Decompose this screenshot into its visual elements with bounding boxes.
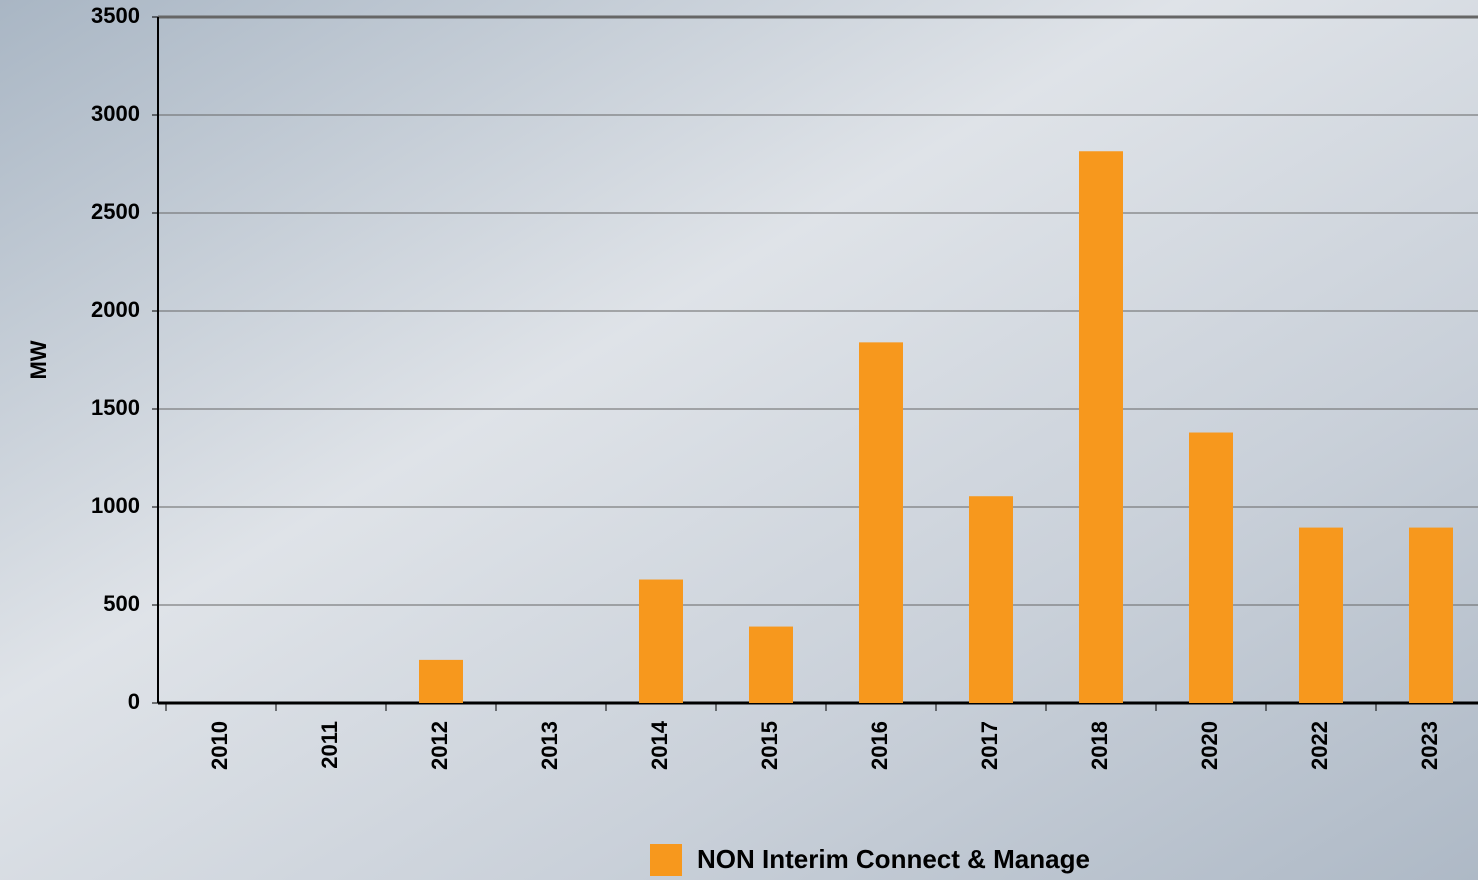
y-tick-label: 1000 xyxy=(91,493,140,518)
x-tick-label: 2020 xyxy=(1197,721,1222,770)
y-axis-label: MW xyxy=(26,340,51,379)
bar xyxy=(639,580,683,703)
x-tick-label: 2013 xyxy=(537,721,562,770)
legend-swatch xyxy=(650,844,682,876)
x-tick-label: 2014 xyxy=(647,720,672,770)
x-tick-label: 2010 xyxy=(207,721,232,770)
y-tick-label: 3500 xyxy=(91,3,140,28)
x-tick-label: 2015 xyxy=(757,721,782,770)
x-tick-label: 2023 xyxy=(1417,721,1442,770)
x-tick-label: 2022 xyxy=(1307,721,1332,770)
x-tick-label: 2018 xyxy=(1087,721,1112,770)
bar xyxy=(1189,433,1233,703)
legend-label: NON Interim Connect & Manage xyxy=(697,844,1090,874)
bar xyxy=(1409,528,1453,703)
x-tick-label: 2016 xyxy=(867,721,892,770)
bar xyxy=(1079,151,1123,703)
y-tick-label: 3000 xyxy=(91,101,140,126)
chart: MW 0 500 1000 1500 2000 2500 3000 3500 2010 2011 2… xyxy=(0,0,1478,880)
y-tick-label: 0 xyxy=(128,689,140,714)
y-tick-label: 2500 xyxy=(91,199,140,224)
y-tick-label: 2000 xyxy=(91,297,140,322)
x-tick-label: 2017 xyxy=(977,721,1002,770)
bar xyxy=(859,342,903,703)
y-tick-label: 1500 xyxy=(91,395,140,420)
y-tick-label: 500 xyxy=(103,591,140,616)
x-tick-label: 2012 xyxy=(427,721,452,770)
x-tick-label: 2011 xyxy=(317,721,342,769)
bar xyxy=(419,660,463,703)
bar xyxy=(969,496,1013,703)
bar xyxy=(1299,528,1343,703)
bar xyxy=(749,627,793,703)
